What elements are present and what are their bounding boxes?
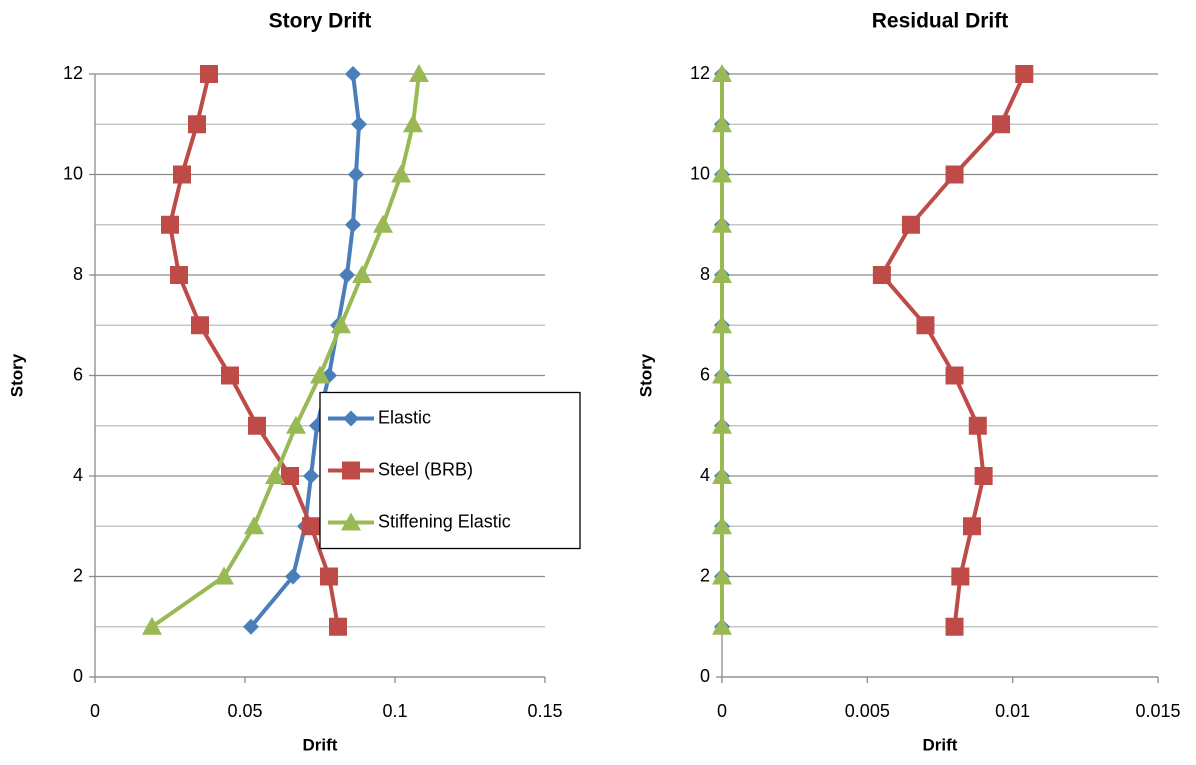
marker bbox=[352, 265, 372, 283]
marker bbox=[303, 468, 319, 484]
x-tick-label: 0.05 bbox=[227, 701, 262, 721]
marker bbox=[712, 214, 732, 233]
y-tick-label: 0 bbox=[700, 666, 710, 686]
marker bbox=[302, 517, 320, 536]
marker bbox=[243, 618, 259, 635]
marker bbox=[339, 267, 355, 283]
marker bbox=[281, 467, 299, 485]
marker bbox=[712, 566, 732, 585]
marker bbox=[188, 115, 206, 134]
marker bbox=[200, 65, 218, 83]
marker bbox=[373, 214, 393, 233]
x-axis-title: Drift bbox=[923, 735, 958, 754]
x-tick-label: 0 bbox=[90, 701, 100, 721]
marker bbox=[310, 365, 330, 384]
marker bbox=[712, 365, 732, 384]
marker bbox=[945, 366, 964, 385]
marker bbox=[248, 416, 266, 435]
y-tick-label: 8 bbox=[73, 264, 83, 284]
marker bbox=[345, 216, 361, 233]
marker bbox=[286, 415, 306, 434]
marker bbox=[712, 164, 732, 183]
marker bbox=[342, 461, 360, 480]
marker bbox=[170, 266, 188, 284]
marker bbox=[265, 466, 285, 484]
marker bbox=[343, 410, 359, 427]
marker bbox=[945, 617, 964, 636]
marker bbox=[712, 114, 732, 133]
y-tick-label: 0 bbox=[73, 666, 83, 686]
legend-label: Steel (BRB) bbox=[378, 459, 473, 479]
marker bbox=[391, 164, 411, 183]
marker bbox=[1015, 65, 1034, 83]
marker bbox=[320, 567, 338, 586]
marker bbox=[285, 568, 301, 585]
x-tick-label: 0 bbox=[717, 701, 727, 721]
legend: Elastic Steel (BRB) Stiffening Elastic bbox=[319, 391, 581, 550]
y-tick-label: 12 bbox=[690, 63, 710, 83]
marker bbox=[968, 416, 987, 435]
chart-title: Residual Drift bbox=[872, 10, 1009, 33]
marker bbox=[403, 114, 423, 133]
legend-label: Elastic bbox=[378, 407, 431, 427]
y-tick-label: 6 bbox=[700, 364, 710, 384]
marker bbox=[712, 64, 732, 82]
x-tick-label: 0.01 bbox=[995, 701, 1030, 721]
marker bbox=[712, 315, 732, 334]
marker bbox=[345, 66, 361, 82]
chart-title: Story Drift bbox=[269, 10, 372, 33]
marker bbox=[221, 366, 239, 385]
marker bbox=[712, 466, 732, 484]
series-line bbox=[168, 73, 340, 628]
marker bbox=[901, 215, 920, 234]
marker bbox=[191, 316, 209, 335]
series-line bbox=[879, 73, 1027, 627]
x-tick-label: 0.015 bbox=[1135, 701, 1180, 721]
marker bbox=[161, 215, 179, 234]
marker bbox=[409, 64, 429, 82]
marker bbox=[974, 467, 993, 485]
y-tick-label: 12 bbox=[63, 63, 83, 83]
marker bbox=[712, 265, 732, 283]
marker bbox=[712, 415, 732, 434]
marker bbox=[329, 617, 347, 636]
marker bbox=[348, 166, 364, 183]
legend-label: Stiffening Elastic bbox=[378, 511, 511, 531]
y-tick-label: 6 bbox=[73, 364, 83, 384]
marker bbox=[945, 165, 964, 184]
marker bbox=[872, 266, 891, 284]
marker bbox=[351, 116, 367, 133]
marker bbox=[951, 567, 970, 586]
marker bbox=[331, 315, 351, 334]
x-tick-label: 0.005 bbox=[845, 701, 890, 721]
y-tick-label: 4 bbox=[700, 465, 710, 485]
y-tick-label: 2 bbox=[73, 565, 83, 585]
marker bbox=[916, 316, 935, 335]
marker bbox=[142, 616, 162, 635]
marker bbox=[173, 165, 191, 184]
marker bbox=[712, 616, 732, 635]
y-tick-label: 10 bbox=[690, 163, 710, 183]
y-tick-label: 10 bbox=[63, 163, 83, 183]
x-tick-label: 0.1 bbox=[382, 701, 407, 721]
marker bbox=[341, 512, 361, 531]
x-axis-title: Drift bbox=[303, 735, 338, 754]
marker bbox=[244, 516, 264, 535]
marker bbox=[214, 566, 234, 585]
series-line bbox=[150, 73, 421, 629]
y-tick-label: 8 bbox=[700, 264, 710, 284]
marker bbox=[992, 115, 1011, 134]
marker bbox=[962, 517, 981, 536]
y-axis-title: Story bbox=[636, 353, 655, 397]
y-tick-label: 4 bbox=[73, 465, 83, 485]
x-tick-label: 0.15 bbox=[527, 701, 562, 721]
marker bbox=[712, 516, 732, 535]
y-tick-label: 2 bbox=[700, 565, 710, 585]
y-axis-title: Story bbox=[7, 353, 26, 397]
